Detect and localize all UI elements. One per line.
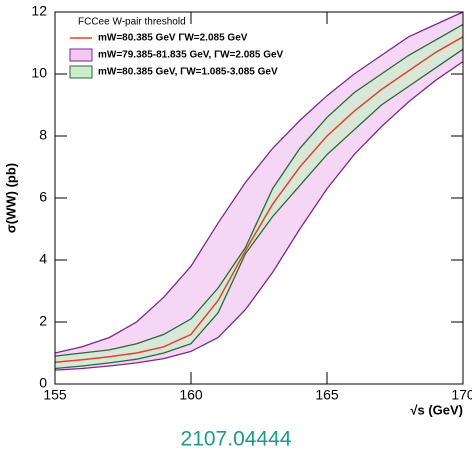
y-tick-label: 2 xyxy=(39,313,47,329)
y-axis-label: σ(WW) (pb) xyxy=(3,163,18,233)
x-axis-label: √s (GeV) xyxy=(410,402,463,417)
x-tick-label: 170 xyxy=(451,387,472,403)
legend-swatch xyxy=(69,48,93,62)
y-tick-label: 8 xyxy=(39,127,47,143)
band-edge xyxy=(54,11,464,354)
band-edge xyxy=(54,61,464,371)
y-tick-label: 10 xyxy=(31,65,47,81)
legend-title: FCCee W-pair threshold xyxy=(78,17,186,28)
band-fill xyxy=(55,24,463,369)
x-tick-label: 160 xyxy=(179,387,203,403)
legend-label: mW=79.385-81.835 GeV, ΓW=2.085 GeV xyxy=(98,50,284,61)
band-edge xyxy=(54,48,464,370)
y-tick-label: 12 xyxy=(31,3,47,19)
y-tick-label: 0 xyxy=(39,375,47,391)
band-edge xyxy=(54,23,464,357)
caption: 2107.04444 xyxy=(181,428,292,451)
y-tick-label: 6 xyxy=(39,189,47,205)
legend-label: mW=80.385 GeV, ΓW=1.085-3.085 GeV xyxy=(98,67,278,78)
legend-label: mW=80.385 GeV ΓW=2.085 GeV xyxy=(98,33,248,44)
line xyxy=(54,36,464,364)
legend-swatch xyxy=(69,65,93,79)
y-tick-label: 4 xyxy=(39,251,47,267)
x-tick-label: 165 xyxy=(315,387,339,403)
x-tick-label: 155 xyxy=(43,387,67,403)
